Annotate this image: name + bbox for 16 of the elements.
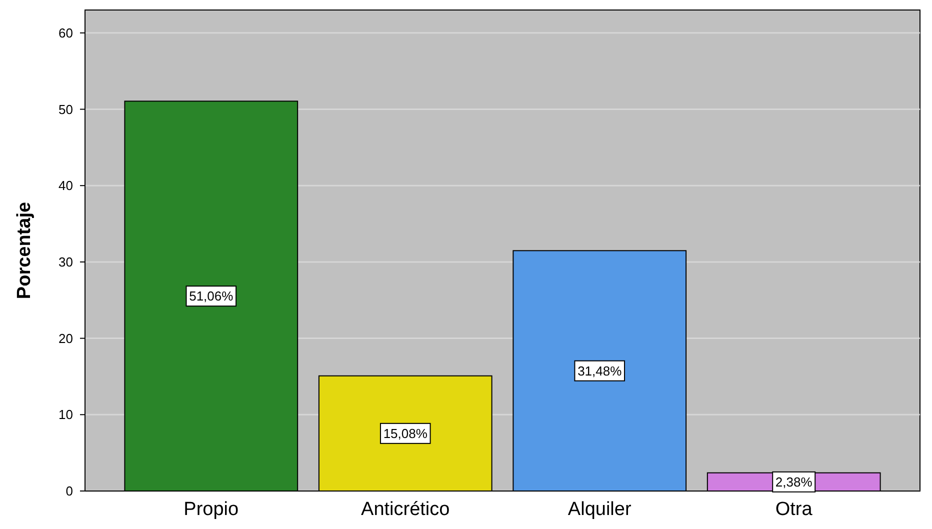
data-label: 51,06%: [189, 288, 234, 304]
x-tick-label: Otra: [775, 499, 813, 520]
x-tick-label: Anticrético: [361, 499, 450, 520]
y-tick-label: 30: [58, 254, 73, 270]
x-tick-label: Alquiler: [568, 499, 632, 520]
y-axis-title: Porcentaje: [14, 202, 35, 300]
y-tick-label: 20: [58, 330, 73, 346]
data-label: 2,38%: [775, 474, 813, 490]
x-tick-label: Propio: [184, 499, 239, 520]
data-label: 31,48%: [578, 363, 622, 378]
y-tick-label: 0: [66, 484, 73, 499]
y-tick-label: 10: [58, 407, 73, 422]
data-label: 15,08%: [383, 426, 428, 441]
y-tick-label: 40: [58, 178, 73, 194]
y-tick-label: 60: [58, 25, 73, 40]
y-tick-label: 50: [58, 102, 73, 117]
